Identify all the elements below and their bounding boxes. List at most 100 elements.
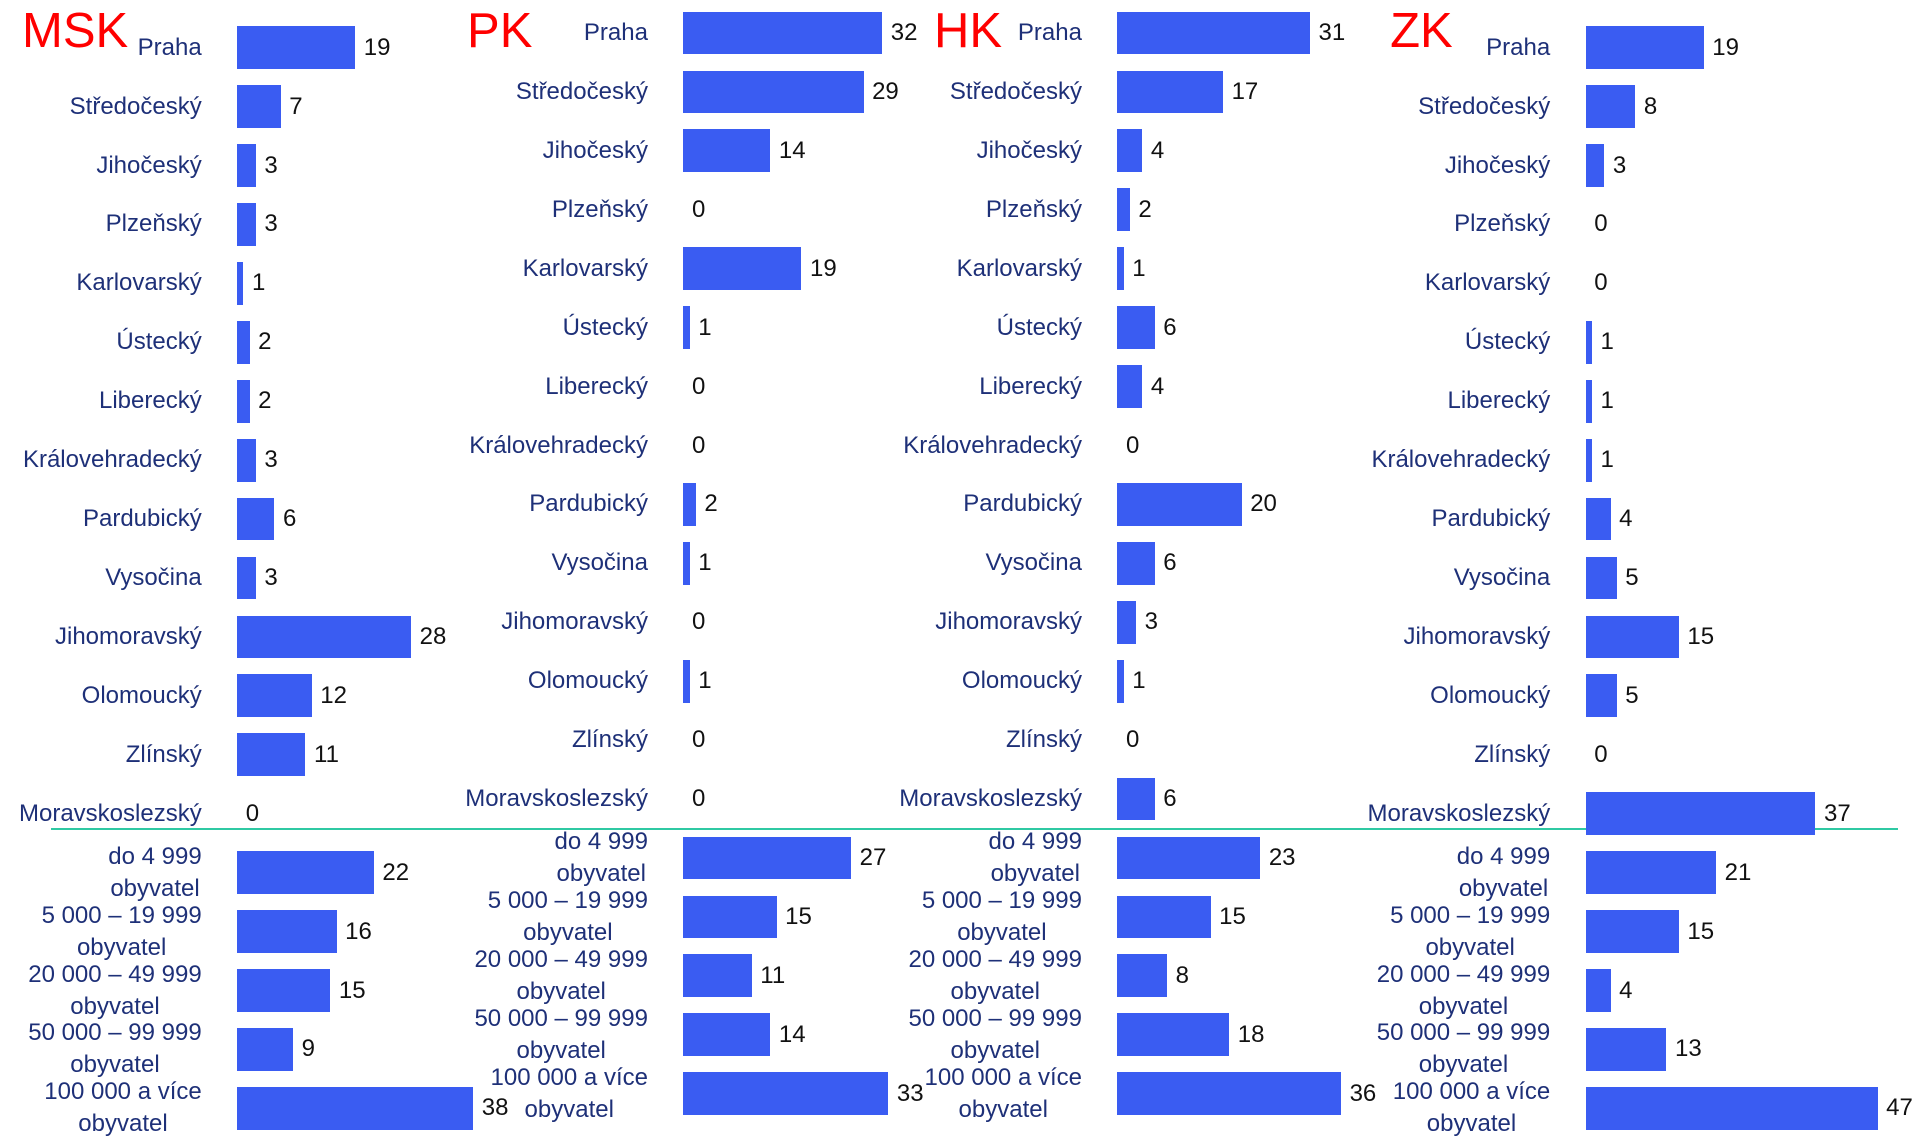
- value-label: 4: [1150, 372, 1165, 400]
- value-label: 37: [1824, 799, 1851, 827]
- value-label: 38: [481, 1094, 509, 1122]
- value-label: 11: [314, 740, 339, 768]
- category-label: Středočeský: [1418, 92, 1551, 120]
- value-label: 1: [1132, 254, 1146, 282]
- value-label: 7: [289, 92, 303, 120]
- value-label: 33: [896, 1079, 924, 1107]
- value-label: 23: [1268, 844, 1296, 871]
- bar: [237, 320, 250, 364]
- category-label: 100 000 a více obyvatel: [490, 1063, 648, 1123]
- category-label: Olomoucký: [961, 667, 1082, 695]
- category-label: Liberecký: [545, 372, 648, 400]
- bar: [1117, 600, 1137, 644]
- bar: [1585, 969, 1611, 1012]
- bar: [683, 11, 883, 55]
- category-label: Zlínský: [125, 740, 202, 768]
- category-label: do 4 999 obyvatel: [988, 828, 1082, 887]
- category-label: 100 000 a více obyvatel: [1392, 1078, 1551, 1137]
- bar: [237, 674, 312, 718]
- bar: [1585, 615, 1679, 659]
- value-label: 20: [1250, 490, 1277, 518]
- bar: [683, 659, 690, 703]
- bar: [1585, 85, 1636, 128]
- category-label: Královehradecký: [469, 431, 648, 459]
- category-label: Praha: [1486, 33, 1551, 61]
- category-label: Vysočina: [985, 549, 1082, 577]
- value-label: 5: [1625, 564, 1639, 592]
- category-label: Ústecký: [562, 313, 648, 341]
- category-label: Praha: [583, 19, 648, 46]
- value-label: 19: [363, 33, 391, 61]
- bar: [237, 733, 306, 777]
- category-label: Zlínský: [571, 726, 648, 754]
- value-label: 17: [1231, 77, 1259, 105]
- bar: [237, 1028, 294, 1071]
- bar: [1585, 144, 1605, 187]
- bar: [1585, 379, 1592, 423]
- category-label: Plzeňský: [551, 195, 648, 223]
- value-label: 1: [698, 313, 712, 341]
- bar: [1117, 365, 1143, 408]
- category-label: Středočeský: [949, 77, 1082, 105]
- value-label: 0: [245, 799, 260, 827]
- value-label: 11: [760, 961, 786, 989]
- bar: [237, 497, 275, 541]
- value-label: 0: [1125, 431, 1140, 459]
- bar: [683, 1013, 771, 1057]
- bar: [683, 954, 752, 998]
- category-label: Liberecký: [99, 387, 202, 415]
- category-label: Olomoucký: [81, 681, 202, 709]
- value-label: 3: [264, 446, 278, 474]
- category-label: Ústecký: [1464, 328, 1551, 356]
- value-label: 19: [809, 254, 837, 282]
- category-label: Královehradecký: [22, 446, 202, 474]
- value-label: 0: [1594, 740, 1608, 768]
- category-label: 100 000 a více obyvatel: [44, 1078, 202, 1137]
- value-label: 6: [1163, 785, 1177, 813]
- bar: [1117, 541, 1155, 585]
- category-label: Středočeský: [515, 77, 648, 105]
- bar: [1117, 247, 1124, 291]
- value-label: 9: [301, 1035, 315, 1063]
- value-label: 3: [264, 210, 278, 238]
- value-label: 29: [872, 77, 899, 105]
- category-label: Jihočeský: [1444, 151, 1551, 179]
- divider-line: [51, 828, 1898, 830]
- bar: [237, 379, 250, 423]
- value-label: 4: [1150, 136, 1165, 164]
- bar: [683, 70, 864, 114]
- value-label: 15: [338, 976, 366, 1004]
- bar: [237, 556, 256, 600]
- category-label: Jihočeský: [976, 136, 1082, 164]
- value-label: 2: [258, 328, 272, 356]
- category-label: 100 000 a více obyvatel: [924, 1063, 1082, 1123]
- category-label: Plzeňský: [1454, 210, 1551, 238]
- value-label: 1: [698, 667, 712, 695]
- bar: [237, 438, 256, 482]
- value-label: 3: [264, 151, 278, 179]
- bar: [1585, 674, 1617, 718]
- bar: [1585, 320, 1592, 364]
- value-label: 0: [691, 372, 706, 400]
- category-label: Ústecký: [996, 313, 1082, 341]
- bar: [237, 910, 337, 953]
- value-label: 2: [1138, 195, 1152, 223]
- value-label: 1: [1600, 446, 1614, 474]
- bar: [237, 851, 374, 895]
- category-label: Praha: [137, 33, 202, 61]
- value-label: 1: [1600, 328, 1614, 356]
- category-label: 50 000 – 99 999 obyvatel: [908, 1004, 1082, 1064]
- bar: [1117, 895, 1211, 939]
- value-label: 2: [258, 387, 272, 415]
- category-label: Liberecký: [979, 372, 1082, 400]
- category-label: Pardubický: [963, 490, 1082, 518]
- value-label: 15: [1219, 902, 1246, 930]
- category-label: Jihočeský: [542, 136, 648, 164]
- value-label: 19: [1712, 33, 1739, 61]
- value-label: 1: [251, 269, 266, 297]
- category-label: Jihočeský: [96, 151, 202, 179]
- bar: [1117, 11, 1310, 55]
- bar: [1585, 910, 1679, 953]
- bar: [237, 85, 281, 128]
- category-label: Plzeňský: [985, 195, 1082, 223]
